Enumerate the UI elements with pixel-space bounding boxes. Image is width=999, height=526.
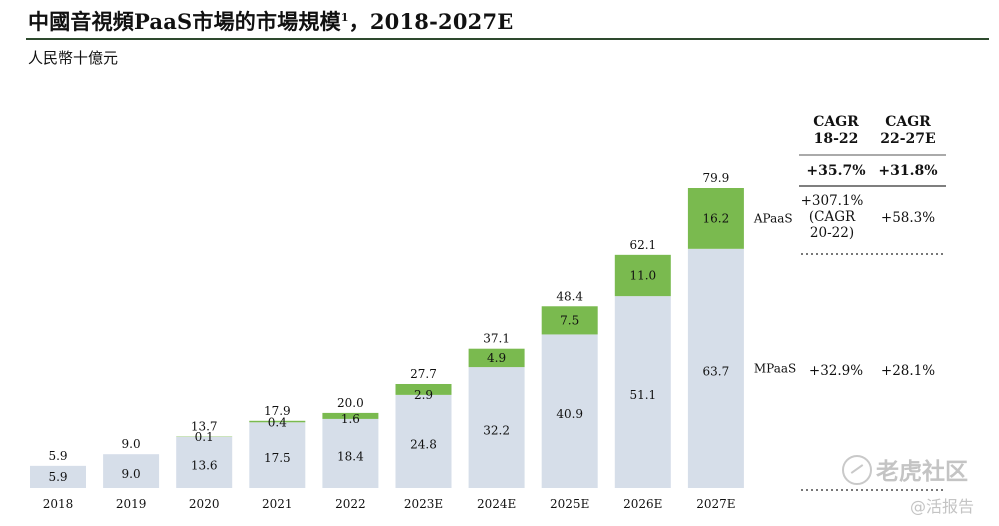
cagr-total-value: +35.7% (806, 163, 865, 179)
label-mpaas: 9.0 (122, 467, 141, 481)
bar-mpaas (541, 334, 598, 488)
title-rule (26, 38, 989, 40)
x-tick-label: 2024E (477, 497, 516, 511)
label-total: 79.9 (703, 171, 730, 185)
bar-apaas (395, 383, 452, 395)
watermark-handle: @活报告 (910, 497, 975, 516)
bar-apaas (614, 254, 671, 297)
x-tick-label: 2023E (404, 497, 443, 511)
label-total: 48.4 (556, 289, 583, 303)
x-tick-label: 2026E (623, 497, 662, 511)
bar-mpaas (103, 454, 160, 488)
labels-layer: 5.9 5.9 2018 9.0 9.0 2019 13.6 0.113.7 2020 17.5 0… (43, 171, 797, 511)
bar-mpaas (614, 296, 671, 488)
bar-mpaas (322, 418, 379, 488)
series-label-mpaas: MPaaS (754, 361, 796, 375)
cagr-mpaas-value: +28.1% (881, 363, 935, 379)
x-tick-label: 2027E (696, 497, 735, 511)
label-apaas: 0.1 (195, 430, 214, 444)
x-tick-label: 2018 (43, 497, 74, 511)
x-tick-label: 2025E (550, 497, 589, 511)
bar-mpaas (468, 367, 525, 488)
label-total: 62.1 (629, 238, 656, 252)
cagr-header: 22-27E (880, 131, 935, 147)
label-mpaas: 13.6 (191, 458, 218, 472)
bar-apaas (687, 188, 744, 249)
label-total: 37.1 (483, 332, 510, 346)
label-apaas: 0.4 (268, 415, 287, 429)
label-apaas: 4.9 (487, 351, 506, 365)
cagr-apaas-value: +307.1% (801, 193, 864, 209)
label-mpaas: 63.7 (703, 364, 730, 378)
label-apaas: 2.9 (414, 388, 433, 402)
x-tick-label: 2022 (335, 497, 366, 511)
label-mpaas: 51.1 (629, 388, 656, 402)
bars-layer (30, 188, 744, 488)
cagr-header: CAGR (885, 114, 931, 130)
cagr-total-value: +31.8% (878, 163, 937, 179)
bar-mpaas (30, 465, 86, 488)
label-total: 20.0 (337, 396, 364, 410)
x-tick-label: 2020 (189, 497, 220, 511)
cagr-header: 18-22 (814, 131, 859, 147)
label-apaas: 7.5 (560, 313, 579, 327)
bar-mpaas (176, 436, 233, 488)
label-apaas: 1.6 (341, 412, 360, 426)
series-label-apaas: APaaS (753, 211, 793, 225)
label-apaas: 11.0 (629, 268, 656, 282)
x-tick-label: 2019 (116, 497, 147, 511)
cagr-mpaas-value: +32.9% (809, 363, 863, 379)
label-mpaas: 5.9 (48, 470, 67, 484)
bar-apaas (322, 412, 379, 419)
bar-apaas (541, 306, 598, 335)
watermark-text: 老虎社区 (876, 459, 968, 485)
label-mpaas: 40.9 (556, 407, 583, 421)
label-total: 13.7 (191, 420, 218, 434)
cagr-apaas-value: (CAGR (809, 209, 856, 225)
label-total: 9.0 (122, 437, 141, 451)
label-apaas: 16.2 (703, 211, 730, 225)
label-total: 17.9 (264, 404, 291, 418)
bar-mpaas (249, 422, 306, 488)
label-mpaas: 18.4 (337, 449, 364, 463)
cagr-apaas-value: 20-22) (810, 225, 854, 241)
cagr-header: CAGR (813, 114, 859, 130)
bar-mpaas (687, 248, 744, 488)
label-mpaas: 32.2 (483, 424, 510, 438)
watermark-logo-icon (842, 455, 872, 485)
bar-mpaas (395, 394, 452, 488)
label-mpaas: 17.5 (264, 451, 291, 465)
unit-label: 人民幣十億元 (28, 49, 119, 67)
bar-apaas (249, 420, 306, 423)
label-total: 5.9 (48, 449, 67, 463)
x-tick-label: 2021 (262, 497, 293, 511)
bar-apaas (468, 348, 525, 368)
label-mpaas: 24.8 (410, 437, 437, 451)
label-total: 27.7 (410, 367, 437, 381)
cagr-apaas-value: +58.3% (881, 210, 935, 226)
chart-title: 中國音視頻PaaS市場的市場規模1，2018-2027E (28, 9, 514, 34)
